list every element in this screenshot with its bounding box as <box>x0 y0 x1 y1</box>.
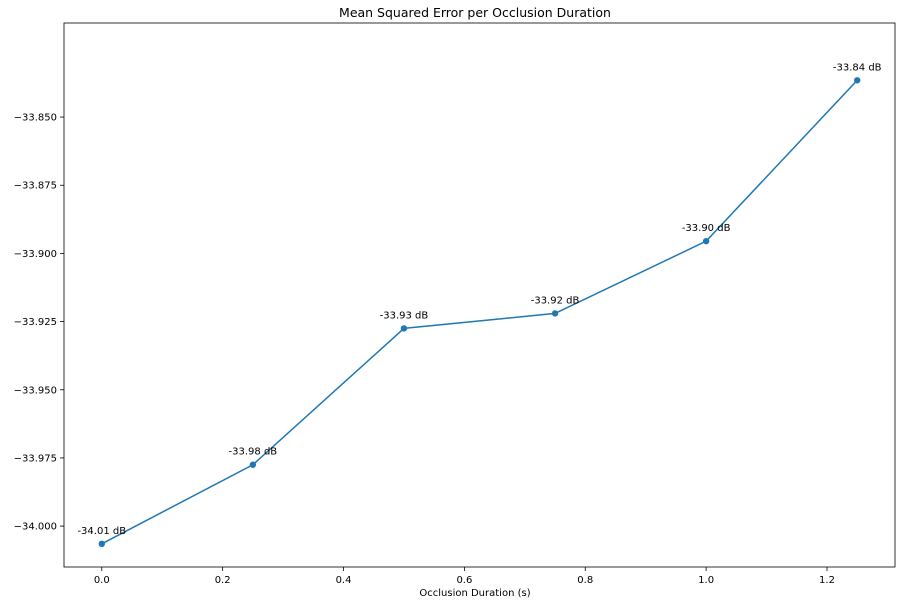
x-tick-label: 1.0 <box>698 575 714 586</box>
chart-title: Mean Squared Error per Occlusion Duratio… <box>339 5 611 20</box>
x-tick-label: 0.0 <box>94 575 110 586</box>
data-point <box>551 310 559 317</box>
y-tick-label: −33.950 <box>14 385 57 396</box>
data-label: -33.84 dB <box>833 62 882 73</box>
x-tick-label: 1.2 <box>819 575 835 586</box>
x-tick-label: 0.2 <box>215 575 231 586</box>
data-label: -33.90 dB <box>682 223 731 234</box>
x-axis-label: Occlusion Duration (s) <box>419 588 530 599</box>
y-tick-label: −33.975 <box>14 453 57 464</box>
x-tick-label: 0.4 <box>336 575 352 586</box>
data-label: -34.01 dB <box>77 526 126 537</box>
plot-frame <box>63 22 896 568</box>
data-point <box>854 77 861 84</box>
plot-area: 0.0 0.2 0.4 0.6 0.8 1.0 1.2 −34.000 −33.975 −33.9… <box>14 22 896 586</box>
data-point <box>400 325 408 332</box>
data-point <box>98 540 105 548</box>
y-tick-label: −33.850 <box>14 113 57 124</box>
x-tick-label: 0.6 <box>456 575 472 586</box>
data-label: -33.98 dB <box>229 447 278 458</box>
y-tick-label: −33.900 <box>14 249 57 260</box>
data-point <box>702 237 710 245</box>
y-tick-label: −34.000 <box>14 522 57 533</box>
y-tick-label: −33.875 <box>14 181 57 192</box>
data-label: -33.93 dB <box>380 310 429 321</box>
data-label: -33.92 dB <box>531 295 580 306</box>
series-line <box>101 79 858 545</box>
y-tick-label: −33.925 <box>14 317 57 328</box>
data-point <box>249 461 257 468</box>
x-tick-label: 0.8 <box>577 575 593 586</box>
